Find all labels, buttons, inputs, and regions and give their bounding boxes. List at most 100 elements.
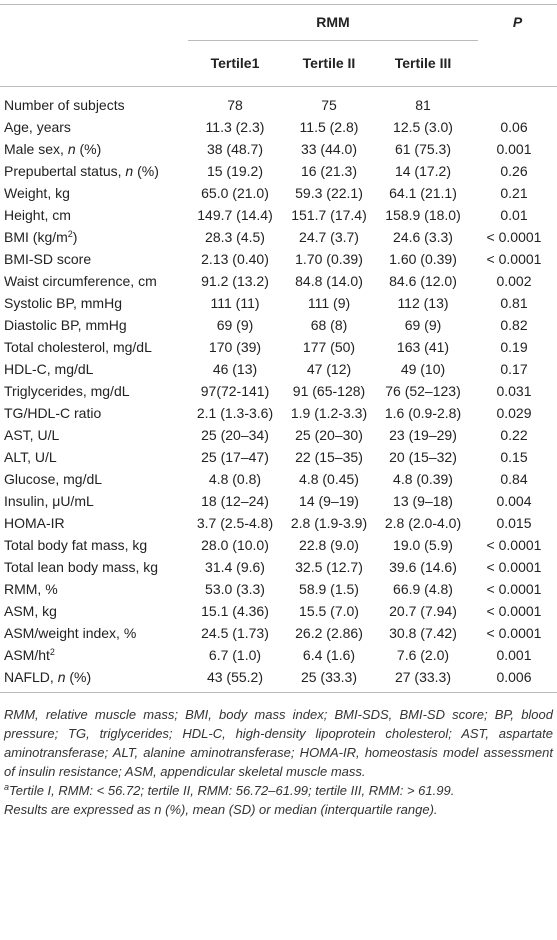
cell-value: 84.8 (14.0) (295, 273, 363, 289)
table-row: ASM, kg 15.1 (4.36) 15.5 (7.0) 20.7 (7.94) <… (0, 600, 557, 622)
table-row: HDL-C, mg/dL 46 (13) 47 (12) 49 (10) 0.17 (0, 358, 557, 380)
cell-value: 4.8 (0.8) (208, 471, 262, 487)
cell-value: 27 (33.3) (394, 669, 452, 685)
cell-value: 64.1 (21.1) (389, 185, 457, 201)
row-label: Age, years (4, 116, 71, 138)
cell-value: 163 (41) (396, 339, 450, 355)
cell-value: 1.6 (0.9-2.8) (384, 405, 462, 421)
text-part: ASM/ht (4, 647, 50, 663)
text-part: Height, cm (4, 207, 71, 223)
row-label: Height, cm (4, 204, 71, 226)
p-value: 0.84 (500, 471, 528, 487)
row-label: ASM/weight index, % (4, 622, 136, 644)
footnote: Results are expressed as n (%), mean (SD… (4, 800, 553, 819)
p-value: 0.001 (496, 647, 532, 663)
row-label: HDL-C, mg/dL (4, 358, 93, 380)
cell-value: 66.9 (4.8) (393, 581, 453, 597)
table-row: Total lean body mass, kg 31.4 (9.6) 32.5 (… (0, 556, 557, 578)
cell-value: 78 (227, 97, 243, 113)
p-value: < 0.0001 (486, 229, 542, 245)
row-label: BMI (kg/m2) (4, 226, 77, 248)
group-header: RMM (188, 5, 478, 41)
column-header-row: Tertile1 Tertile II Tertile III (0, 41, 557, 87)
cell-value: 24.7 (3.7) (299, 229, 359, 245)
cell-value: 25 (17–47) (201, 449, 269, 465)
cell-value: 91.2 (13.2) (201, 273, 269, 289)
cell-value: 11.3 (2.3) (205, 119, 265, 135)
text-part: Total cholesterol, mg/dL (4, 339, 152, 355)
table-row: Age, years 11.3 (2.3) 11.5 (2.8) 12.5 (3.0)… (0, 116, 557, 138)
p-header: P (512, 14, 523, 30)
text-part: ) (72, 229, 78, 245)
p-value: 0.015 (496, 515, 532, 531)
cell-value: 18 (12–24) (201, 493, 269, 509)
text-part: Total lean body mass, kg (4, 559, 159, 575)
row-label: Total cholesterol, mg/dL (4, 336, 152, 358)
cell-value: 6.4 (1.6) (302, 647, 356, 663)
table-row: Total body fat mass, kg 28.0 (10.0) 22.8 (… (0, 534, 557, 556)
p-value: 0.82 (500, 317, 528, 333)
text-part: Number of subjects (4, 97, 125, 113)
cell-value: 25 (20–30) (295, 427, 363, 443)
row-label: Diastolic BP, mmHg (4, 314, 127, 336)
table-row: Diastolic BP, mmHg 69 (9) 68 (8) 69 (9) 0.82 (0, 314, 557, 336)
p-value: < 0.0001 (486, 559, 542, 575)
table-row: Insulin, μU/mL 18 (12–24) 14 (9–19) 13 (9–1… (0, 490, 557, 512)
cell-value: 22 (15–35) (295, 449, 363, 465)
row-label: Glucose, mg/dL (4, 468, 102, 490)
column-header: Tertile1 (210, 55, 260, 71)
row-label: TG/HDL-C ratio (4, 402, 101, 424)
row-label: Total body fat mass, kg (4, 534, 147, 556)
cell-value: 24.5 (1.73) (201, 625, 269, 641)
row-label: HOMA-IR (4, 512, 65, 534)
cell-value: 12.5 (3.0) (393, 119, 453, 135)
cell-value: 2.8 (2.0-4.0) (384, 515, 462, 531)
row-label: Triglycerides, mg/dL (4, 380, 130, 402)
cell-value: 32.5 (12.7) (295, 559, 363, 575)
cell-value: 158.9 (18.0) (385, 207, 461, 223)
cell-value: 28.0 (10.0) (201, 537, 269, 553)
row-label: Prepubertal status, n (%) (4, 160, 159, 182)
row-label: AST, U/L (4, 424, 59, 446)
cell-value: 11.5 (2.8) (299, 119, 359, 135)
cell-value: 61 (75.3) (394, 141, 452, 157)
table-row: RMM, % 53.0 (3.3) 58.9 (1.5) 66.9 (4.8) < 0.… (0, 578, 557, 600)
footnote: RMM, relative muscle mass; BMI, body mas… (4, 705, 553, 781)
cell-value: 15.5 (7.0) (299, 603, 359, 619)
footnotes: RMM, relative muscle mass; BMI, body mas… (4, 705, 553, 819)
row-label: Number of subjects (4, 94, 125, 116)
cell-value: 1.9 (1.2-3.3) (290, 405, 368, 421)
table-row: ALT, U/L 25 (17–47) 22 (15–35) 20 (15–32) 0.… (0, 446, 557, 468)
cell-value: 47 (12) (306, 361, 352, 377)
cell-value: 33 (44.0) (300, 141, 358, 157)
cell-value: 14 (9–19) (299, 493, 359, 509)
text-part: BMI-SD score (4, 251, 92, 267)
p-value: 0.26 (500, 163, 528, 179)
superscript: 2 (67, 229, 73, 239)
superscript: a (4, 782, 10, 792)
row-label: Systolic BP, mmHg (4, 292, 122, 314)
table-row: Triglycerides, mg/dL 97(72-141) 91 (65-128… (0, 380, 557, 402)
text-part: NAFLD, (4, 669, 58, 685)
row-label: Weight, kg (4, 182, 70, 204)
text-part: Tertile I, RMM: < 56.72; tertile II, RMM… (9, 783, 455, 798)
p-value: 0.17 (500, 361, 528, 377)
table-row: Number of subjects 78 75 81 (0, 94, 557, 116)
text-part: Glucose, mg/dL (4, 471, 103, 487)
cell-value: 1.70 (0.39) (295, 251, 363, 267)
cell-value: 2.13 (0.40) (201, 251, 269, 267)
row-label: RMM, % (4, 578, 58, 600)
table-row: Systolic BP, mmHg 111 (11) 111 (9) 112 (13)… (0, 292, 557, 314)
cell-value: 30.8 (7.42) (389, 625, 457, 641)
cell-value: 46 (13) (212, 361, 258, 377)
cell-value: 65.0 (21.0) (201, 185, 269, 201)
cell-value: 43 (55.2) (206, 669, 264, 685)
italic-text: n (67, 141, 76, 157)
cell-value: 24.6 (3.3) (393, 229, 453, 245)
cell-value: 112 (13) (397, 295, 449, 311)
table-body: Number of subjects 78 75 81 Age, years 11.3 (… (0, 87, 557, 692)
table-row: Total cholesterol, mg/dL 170 (39) 177 (50)… (0, 336, 557, 358)
